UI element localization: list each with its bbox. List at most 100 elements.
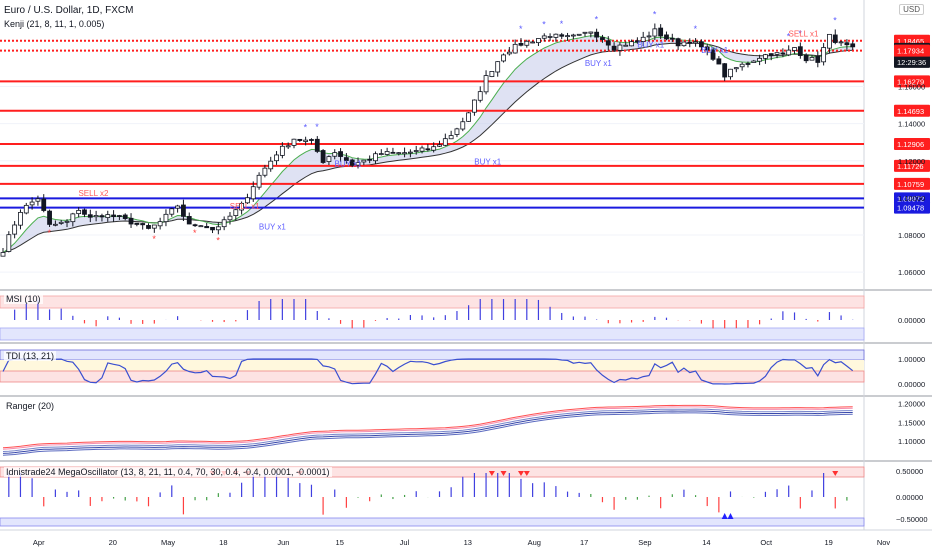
candle-body[interactable] (169, 208, 175, 215)
candle-body[interactable] (378, 153, 384, 155)
candle-body[interactable] (844, 42, 850, 46)
candle-body[interactable] (454, 128, 460, 135)
candle-body[interactable] (431, 146, 437, 151)
candle-body[interactable] (547, 36, 553, 38)
candle-body[interactable] (809, 57, 815, 61)
candle-body[interactable] (530, 41, 536, 44)
candle-body[interactable] (634, 40, 640, 43)
candle-body[interactable] (82, 209, 87, 215)
candle-body[interactable] (693, 41, 698, 44)
candle-body[interactable] (87, 214, 93, 218)
candle-body[interactable] (600, 37, 605, 40)
candle-body[interactable] (23, 204, 29, 214)
candle-body[interactable] (629, 41, 634, 47)
ranger-pane-label[interactable]: Ranger (20) (4, 401, 57, 411)
candle-body[interactable] (285, 145, 291, 148)
candle-body[interactable] (524, 40, 530, 46)
candle-body[interactable] (623, 44, 629, 47)
candle-body[interactable] (198, 225, 204, 228)
candle-body[interactable] (803, 54, 809, 62)
candle-body[interactable] (163, 213, 169, 223)
candle-body[interactable] (518, 43, 524, 46)
candle-body[interactable] (617, 44, 623, 51)
candle-body[interactable] (396, 152, 402, 155)
candle-body[interactable] (582, 31, 588, 34)
candle-body[interactable] (361, 159, 367, 163)
candle-body[interactable] (652, 28, 658, 37)
candle-body[interactable] (495, 61, 501, 73)
candle-body[interactable] (41, 198, 47, 211)
candle-body[interactable] (210, 226, 215, 231)
candle-body[interactable] (565, 35, 570, 38)
candle-body[interactable] (681, 41, 687, 47)
candle-body[interactable] (512, 43, 518, 54)
candle-body[interactable] (117, 215, 122, 217)
candle-body[interactable] (343, 157, 349, 161)
candle-body[interactable] (175, 205, 181, 209)
candle-body[interactable] (373, 153, 378, 162)
candle-body[interactable] (134, 222, 140, 225)
candle-body[interactable] (611, 45, 617, 51)
candle-body[interactable] (204, 226, 210, 229)
candle-body[interactable] (506, 51, 512, 55)
candle-body[interactable] (669, 37, 675, 40)
candle-body[interactable] (215, 226, 221, 231)
candle-body[interactable] (757, 57, 762, 62)
candle-body[interactable] (832, 34, 838, 43)
candle-body[interactable] (140, 223, 146, 226)
candle-body[interactable] (303, 139, 309, 142)
candle-body[interactable] (437, 144, 442, 147)
candle-body[interactable] (728, 68, 733, 78)
candle-body[interactable] (250, 186, 256, 200)
candle-body[interactable] (664, 34, 669, 40)
price-tag[interactable] (894, 137, 930, 150)
candle-body[interactable] (722, 63, 728, 78)
candle-body[interactable] (827, 33, 832, 49)
candle-body[interactable] (47, 210, 52, 225)
candle-body[interactable] (733, 67, 739, 70)
candle-body[interactable] (850, 43, 856, 48)
price-tag[interactable] (894, 159, 930, 172)
candle-body[interactable] (716, 58, 722, 65)
candle-body[interactable] (559, 34, 565, 37)
candle-body[interactable] (326, 156, 332, 163)
candle-body[interactable] (35, 198, 41, 202)
candle-body[interactable] (291, 138, 297, 146)
candle-body[interactable] (314, 138, 320, 152)
candle-body[interactable] (460, 121, 466, 130)
tdi-pane-label[interactable]: TDI (13, 21) (4, 351, 57, 361)
candle-body[interactable] (710, 49, 716, 60)
candle-body[interactable] (768, 53, 774, 56)
candle-body[interactable] (332, 152, 338, 157)
candle-body[interactable] (466, 112, 472, 122)
candle-body[interactable] (297, 138, 303, 141)
candle-body[interactable] (763, 54, 768, 59)
candle-body[interactable] (320, 150, 326, 163)
megaosc-pane-label[interactable]: Idnistrade24 MegaOscillator (13, 8, 21, … (4, 467, 332, 477)
candle-body[interactable] (309, 139, 314, 141)
candle-body[interactable] (18, 211, 23, 226)
candle-body[interactable] (151, 224, 157, 229)
candle-body[interactable] (640, 36, 646, 42)
candle-body[interactable] (588, 31, 594, 34)
candle-body[interactable] (658, 27, 664, 37)
candle-body[interactable] (821, 47, 827, 63)
candle-body[interactable] (256, 174, 262, 188)
candle-body[interactable] (501, 54, 506, 62)
candle-body[interactable] (355, 162, 361, 166)
candle-body[interactable] (64, 220, 70, 223)
candle-body[interactable] (122, 214, 128, 219)
candle-body[interactable] (99, 215, 105, 218)
candle-body[interactable] (483, 75, 489, 93)
candle-body[interactable] (699, 41, 704, 48)
price-tag[interactable] (894, 201, 930, 214)
candle-body[interactable] (384, 151, 390, 155)
candle-body[interactable] (541, 35, 547, 39)
candle-body[interactable] (774, 52, 780, 55)
candle-body[interactable] (128, 217, 134, 225)
candle-body[interactable] (792, 47, 797, 51)
candle-body[interactable] (815, 56, 821, 63)
candle-body[interactable] (442, 138, 448, 146)
candle-body[interactable] (181, 204, 186, 217)
